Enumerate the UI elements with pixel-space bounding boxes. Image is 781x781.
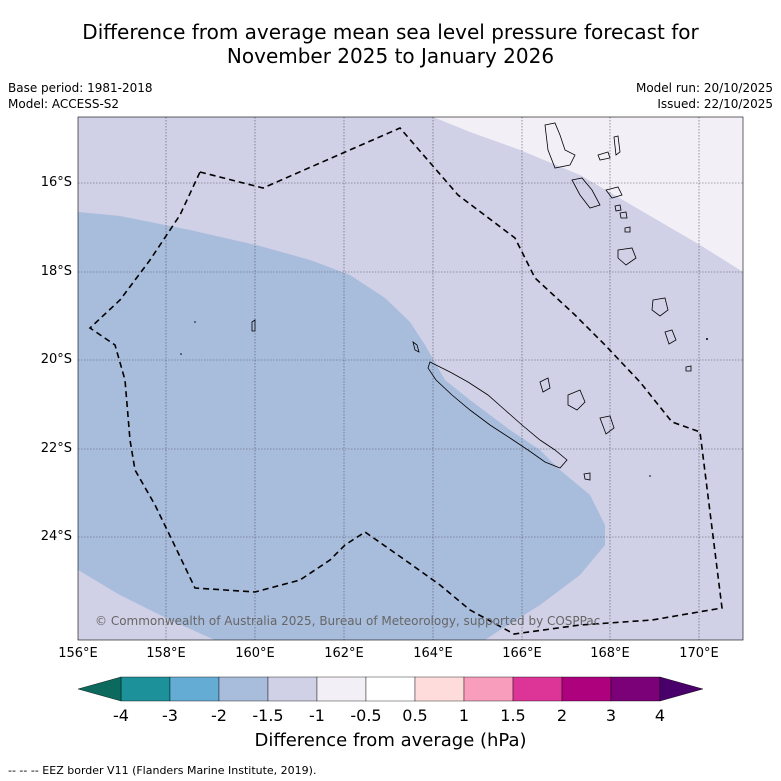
colorbar-tick-label: -0.5 — [350, 706, 382, 725]
tanna-island — [651, 297, 669, 317]
issued-label: Issued: 22/10/2025 — [657, 97, 773, 111]
colorbar-segment — [512, 676, 563, 702]
islet — [180, 353, 182, 355]
eez-border-footnote: -- -- -- EEZ border V11 (Flanders Marine… — [8, 764, 317, 777]
colorbar-tick-label: -1 — [309, 706, 325, 725]
colorbar-tick-label: -3 — [162, 706, 178, 725]
new-caledonia-island — [427, 361, 568, 469]
base-period-label: Base period: 1981-2018 — [8, 81, 153, 95]
colorbar-tick-label: -4 — [113, 706, 129, 725]
colorbar-title: Difference from average (hPa) — [254, 730, 527, 751]
map-area — [78, 117, 743, 640]
islet — [194, 321, 196, 323]
maewo-island — [597, 151, 611, 161]
latitude-label: 20°S — [40, 352, 72, 367]
malekula-island — [571, 177, 601, 209]
ambrym-island — [605, 186, 623, 199]
longitude-label: 166°E — [502, 646, 542, 661]
efate-island — [624, 226, 631, 233]
model-label: Model: ACCESS-S2 — [8, 97, 120, 111]
anomaly-band-minus2 — [78, 212, 605, 640]
anomaly-band-minus1-5-southwest — [78, 570, 215, 640]
colorbar-tick-label: 3 — [605, 706, 617, 725]
colorbar — [77, 676, 704, 702]
shepherd-islands — [619, 211, 628, 219]
latitude-label: 18°S — [40, 264, 72, 279]
map-frame — [77, 116, 744, 641]
colorbar-max-arrow — [659, 676, 704, 702]
colorbar-segment — [169, 676, 220, 702]
ouvea-island — [539, 377, 551, 393]
aneityum-island — [664, 329, 677, 345]
erromango-island — [617, 247, 637, 266]
colorbar-tick-label: 1.5 — [500, 706, 526, 725]
colorbar-min-arrow — [77, 676, 122, 702]
map-title-line1: Difference from average mean sea level p… — [82, 20, 699, 44]
matthew-island — [685, 365, 692, 372]
colorbar-segment — [414, 676, 465, 702]
belep-islands — [412, 341, 420, 353]
colorbar-segment — [316, 676, 367, 702]
graticule — [78, 117, 743, 640]
colorbar-tick-label: 0.5 — [402, 706, 428, 725]
longitude-label: 158°E — [146, 646, 186, 661]
model-run-label: Model run: 20/10/2025 — [635, 81, 773, 95]
map-title-line2: November 2025 to January 2026 — [226, 44, 555, 68]
colorbar-segment — [267, 676, 318, 702]
latitude-label: 24°S — [40, 529, 72, 544]
colorbar-segment — [120, 676, 171, 702]
chesterfield-island — [251, 319, 256, 332]
longitude-label: 156°E — [58, 646, 98, 661]
colorbar-tick-label: 2 — [556, 706, 568, 725]
islet — [706, 338, 708, 340]
colorbar-tick-label: 1 — [458, 706, 470, 725]
colorbar-segment — [463, 676, 514, 702]
latitude-label: 16°S — [40, 175, 72, 190]
copyright-notice: © Commonwealth of Australia 2025, Bureau… — [95, 614, 601, 628]
longitude-label: 162°E — [324, 646, 364, 661]
colorbar-segment — [610, 676, 661, 702]
colorbar-tick-label: -2 — [211, 706, 227, 725]
anomaly-band-minus1 — [433, 117, 743, 272]
colorbar-segment — [561, 676, 612, 702]
espiritu-santo-island — [544, 122, 576, 169]
islet — [649, 475, 651, 477]
longitude-label: 164°E — [413, 646, 453, 661]
mare-island — [599, 415, 615, 435]
colorbar-tick-label: -1.5 — [252, 706, 284, 725]
latitude-label: 22°S — [40, 441, 72, 456]
epi-island — [614, 204, 622, 212]
colorbar-tick-label: 4 — [654, 706, 666, 725]
longitude-label: 160°E — [235, 646, 275, 661]
eez-border — [88, 127, 723, 635]
isle-of-pines — [583, 472, 591, 481]
longitude-label: 170°E — [679, 646, 719, 661]
colorbar-segment — [218, 676, 269, 702]
longitude-label: 168°E — [590, 646, 630, 661]
lifou-island — [567, 389, 586, 411]
pentecost-island — [613, 135, 621, 156]
colorbar-segment — [365, 676, 416, 702]
